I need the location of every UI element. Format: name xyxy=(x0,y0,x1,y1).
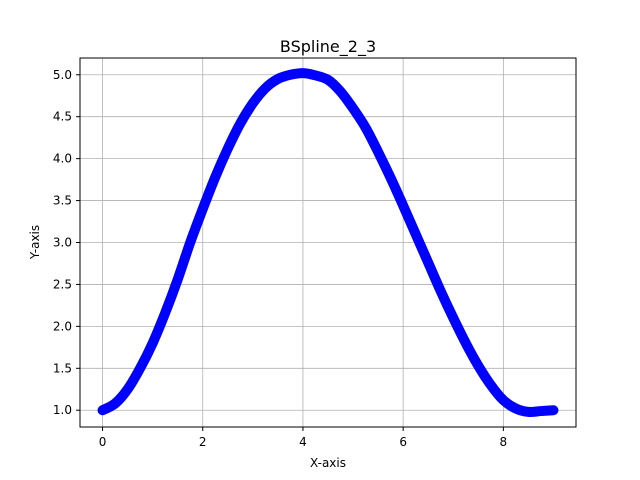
x-axis-ticks: 0 2 4 6 8 xyxy=(99,427,507,449)
x-tick-label: 8 xyxy=(500,435,508,449)
y-tick-label: 2.5 xyxy=(53,277,72,291)
y-tick-label: 5.0 xyxy=(53,68,72,82)
y-axis-label: Y-axis xyxy=(28,225,42,260)
series-line xyxy=(97,68,559,418)
y-axis-ticks: 1.0 1.5 2.0 2.5 3.0 3.5 4.0 4.5 5.0 xyxy=(53,68,80,417)
y-tick-label: 1.0 xyxy=(53,403,72,417)
y-tick-label: 3.5 xyxy=(53,194,72,208)
x-tick-label: 0 xyxy=(99,435,107,449)
y-tick-label: 4.0 xyxy=(53,152,72,166)
x-tick-label: 4 xyxy=(299,435,307,449)
series-layer xyxy=(97,68,559,418)
x-tick-label: 2 xyxy=(199,435,207,449)
y-tick-label: 3.0 xyxy=(53,236,72,250)
chart-title: BSpline_2_3 xyxy=(280,37,376,57)
y-tick-label: 1.5 xyxy=(53,361,72,375)
x-axis-label: X-axis xyxy=(310,456,346,470)
x-tick-label: 6 xyxy=(399,435,407,449)
grid-lines xyxy=(80,58,576,427)
y-tick-label: 2.0 xyxy=(53,319,72,333)
y-tick-label: 4.5 xyxy=(53,110,72,124)
